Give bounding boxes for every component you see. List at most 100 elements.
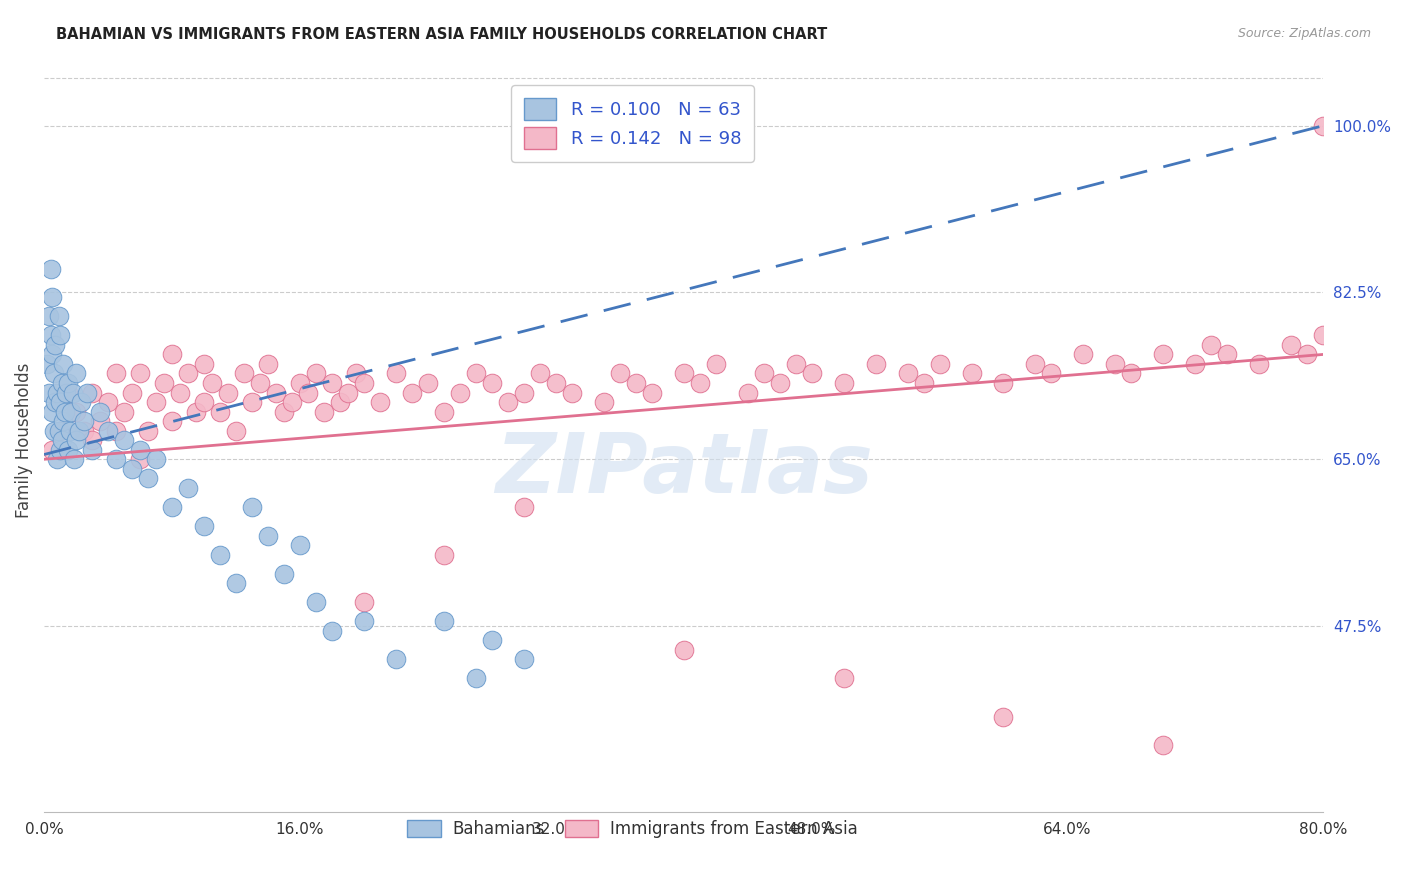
Point (249, 376, 271, 390)
Point (193, 519, 215, 533)
Point (704, 357, 727, 371)
Point (832, 376, 855, 390)
Point (321, 624, 343, 638)
Point (513, 385, 536, 400)
Point (112, 404, 135, 418)
Legend: Bahamians, Immigrants from Eastern Asia: Bahamians, Immigrants from Eastern Asia (401, 813, 865, 845)
Point (336, 385, 359, 400)
Point (1201, 338, 1223, 352)
Point (993, 709, 1015, 723)
Point (41, 347, 63, 361)
Point (52, 414, 75, 428)
Point (257, 357, 280, 371)
Point (832, 672, 855, 686)
Point (41, 442, 63, 457)
Point (353, 614, 375, 628)
Point (42, 367, 65, 381)
Point (305, 367, 328, 381)
Point (97, 395, 120, 409)
Point (1040, 367, 1063, 381)
Point (305, 595, 328, 609)
Point (65, 404, 87, 418)
Point (769, 376, 792, 390)
Point (1279, 338, 1302, 352)
Point (368, 395, 391, 409)
Point (49, 328, 72, 343)
Point (401, 385, 423, 400)
Point (1104, 357, 1126, 371)
Point (785, 357, 807, 371)
Point (65, 367, 87, 381)
Point (56, 385, 79, 400)
Point (928, 357, 950, 371)
Point (689, 376, 711, 390)
Text: ZIPatlas: ZIPatlas (495, 429, 873, 510)
Point (97, 424, 120, 438)
Point (42, 424, 65, 438)
Point (39, 261, 62, 276)
Point (53, 404, 76, 418)
Point (800, 367, 823, 381)
Point (416, 376, 439, 390)
Point (80, 442, 103, 457)
Y-axis label: Family Households: Family Households (15, 362, 32, 518)
Point (121, 462, 143, 476)
Point (257, 528, 280, 542)
Point (184, 404, 207, 418)
Point (233, 367, 256, 381)
Point (63, 452, 86, 467)
Point (73, 414, 96, 428)
Point (193, 357, 215, 371)
Point (129, 452, 152, 467)
Point (240, 395, 263, 409)
Point (129, 442, 152, 457)
Point (752, 367, 775, 381)
Point (121, 385, 143, 400)
Point (208, 548, 231, 562)
Point (41, 404, 63, 418)
Point (145, 395, 167, 409)
Point (44, 338, 66, 352)
Point (288, 376, 311, 390)
Point (481, 376, 503, 390)
Point (433, 614, 456, 628)
Point (1121, 367, 1143, 381)
Point (52, 357, 75, 371)
Point (624, 376, 647, 390)
Point (544, 376, 567, 390)
Point (312, 404, 335, 418)
Point (496, 395, 519, 409)
Point (136, 424, 159, 438)
Point (41, 290, 63, 304)
Point (385, 652, 408, 666)
Point (169, 385, 191, 400)
Point (48, 424, 70, 438)
Point (153, 376, 176, 390)
Point (672, 367, 695, 381)
Point (193, 395, 215, 409)
Point (145, 452, 167, 467)
Text: Source: ZipAtlas.com: Source: ZipAtlas.com (1237, 27, 1371, 40)
Point (264, 385, 287, 400)
Point (1312, 328, 1334, 343)
Point (737, 385, 759, 400)
Point (449, 385, 471, 400)
Point (1152, 347, 1174, 361)
Point (51, 376, 73, 390)
Point (1249, 357, 1271, 371)
Point (217, 385, 239, 400)
Point (38, 385, 60, 400)
Point (609, 367, 631, 381)
Point (344, 367, 367, 381)
Point (105, 367, 128, 381)
Point (39, 328, 62, 343)
Point (76, 385, 98, 400)
Point (865, 357, 887, 371)
Point (49, 424, 72, 438)
Point (353, 376, 375, 390)
Point (513, 652, 536, 666)
Point (112, 433, 135, 447)
Point (80, 433, 103, 447)
Point (136, 471, 159, 485)
Point (288, 538, 311, 552)
